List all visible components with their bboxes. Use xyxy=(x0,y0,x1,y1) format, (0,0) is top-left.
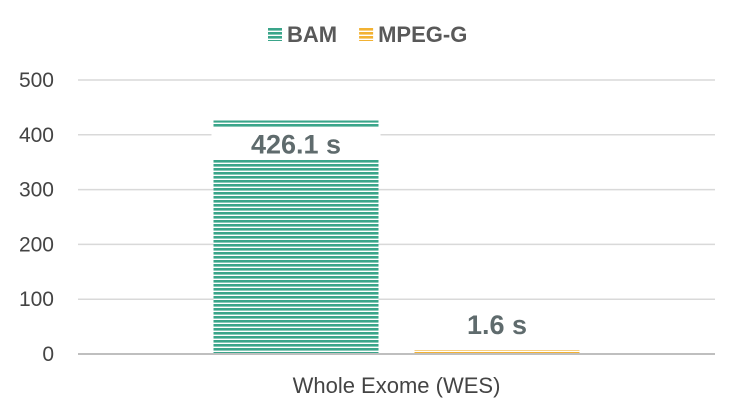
legend-item-mpeg-g: MPEG-G xyxy=(359,22,467,47)
gridlines xyxy=(78,79,715,300)
data-label-background-bam xyxy=(211,127,381,160)
x-category-label: Whole Exome (WES) xyxy=(293,373,501,398)
legend-item-bam: BAM xyxy=(268,22,337,47)
y-tick-label-400: 400 xyxy=(19,124,54,147)
y-tick-label-300: 300 xyxy=(19,179,54,202)
x-axis-category-labels: Whole Exome (WES) xyxy=(293,373,501,398)
legend-label-mpeg-g: MPEG-G xyxy=(378,22,467,47)
legend-swatch-mpeg-g xyxy=(359,27,374,41)
y-tick-label-500: 500 xyxy=(19,69,54,92)
legend: BAM MPEG-G xyxy=(268,22,467,47)
data-labels: 426.1 s 1.6 s xyxy=(211,127,527,340)
y-axis-tick-labels: 0 100 200 300 400 500 xyxy=(19,69,54,366)
y-tick-label-0: 0 xyxy=(42,343,54,366)
legend-label-bam: BAM xyxy=(287,22,337,47)
y-tick-label-100: 100 xyxy=(19,288,54,311)
legend-swatch-bam xyxy=(268,27,282,41)
data-label-bam: 426.1 s xyxy=(251,129,341,159)
bar-mpeg-g-whole-exome-wes xyxy=(414,350,580,354)
data-label-mpeg-g: 1.6 s xyxy=(467,310,527,340)
y-tick-label-200: 200 xyxy=(19,233,54,256)
